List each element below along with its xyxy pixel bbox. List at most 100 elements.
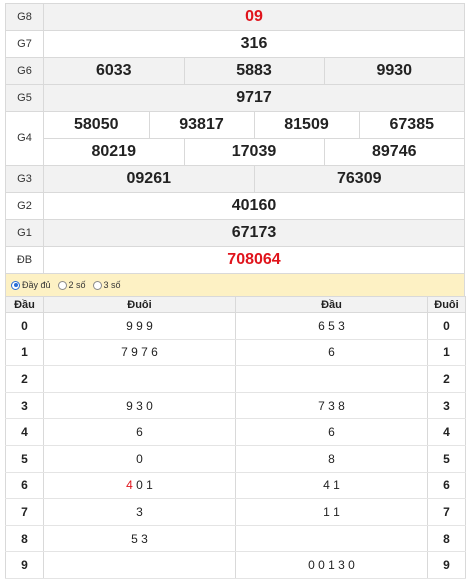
loto-tail: 9 <box>427 551 466 579</box>
header-tail: Đuôi <box>43 296 236 313</box>
prize-label: ĐB <box>5 245 44 274</box>
loto-head: 8 <box>5 524 44 553</box>
prize-label: G5 <box>5 84 44 112</box>
loto-tail-digits: 0 <box>43 444 236 473</box>
prize-value: 89746 <box>323 138 464 165</box>
prize-value: 67385 <box>358 112 464 138</box>
loto-head-digits: 7 3 8 <box>235 391 428 420</box>
loto-head-digits: 6 <box>235 418 428 446</box>
loto-header-row: Đầu Đuôi Đầu Đuôi <box>5 296 466 313</box>
loto-head-digits: 6 <box>235 338 428 367</box>
prize-value: 80219 <box>91 142 137 160</box>
radio-selected-icon[interactable] <box>11 280 20 290</box>
loto-tail-digits: 5 3 <box>43 524 236 553</box>
prize-row-g6: G6 6033 5883 9930 <box>5 57 465 85</box>
loto-head-digits: 1 1 <box>235 498 428 526</box>
loto-head: 5 <box>5 444 44 473</box>
prize-label: G2 <box>5 191 44 220</box>
loto-tail-digits: 6 <box>43 418 236 446</box>
loto-head-digits <box>235 524 428 553</box>
loto-head-digits: 6 5 3 <box>235 312 428 340</box>
prize-value: 76309 <box>253 165 464 192</box>
loto-head: 1 <box>5 338 44 367</box>
loto-tail: 7 <box>427 498 466 526</box>
prize-row-g3: G3 09261 76309 <box>5 164 465 193</box>
loto-tail: 8 <box>427 524 466 553</box>
prize-label: G1 <box>5 218 44 247</box>
prize-row-g7: G7 316 <box>5 30 465 58</box>
prize-row-g8: G8 09 <box>5 3 465 31</box>
special-prize-value: 708064 <box>43 245 465 274</box>
loto-head: 4 <box>5 418 44 446</box>
loto-tail: 2 <box>427 365 466 393</box>
loto-head: 0 <box>5 312 44 340</box>
loto-tail-digits <box>43 551 236 579</box>
option-label: 2 số <box>68 280 86 290</box>
prize-value: 6033 <box>44 58 184 84</box>
prize-value: 17039 <box>183 138 324 165</box>
option-label: Đầy đủ <box>22 280 51 290</box>
loto-tail: 3 <box>427 391 466 420</box>
loto-head-digits: 0 0 1 3 0 <box>235 551 428 579</box>
prize-value: 40160 <box>43 191 465 220</box>
loto-tail-digits: 9 9 9 <box>43 312 236 340</box>
loto-tail: 5 <box>427 444 466 473</box>
loto-tail-digits: 3 <box>43 498 236 526</box>
loto-tail-digits: 4 0 1 <box>43 471 236 500</box>
prize-label: G4 <box>5 111 44 166</box>
prize-label: G7 <box>5 30 44 58</box>
prize-value: 93817 <box>148 112 254 138</box>
option-two-digits[interactable]: 2 số <box>57 280 86 290</box>
display-options: Đầy đủ 2 số 3 số <box>5 274 465 296</box>
loto-tail: 4 <box>427 418 466 446</box>
loto-head-digits: 8 <box>235 444 428 473</box>
option-label: 3 số <box>103 280 121 290</box>
prize-row-g4: G4 58050 93817 81509 67385 80219 17039 8… <box>5 111 465 166</box>
radio-icon[interactable] <box>92 280 102 290</box>
prize-label: G6 <box>5 57 44 85</box>
loto-tail-digits: 9 3 0 <box>43 391 236 420</box>
loto-head-digits <box>235 365 428 393</box>
loto-head: 7 <box>5 498 44 526</box>
prize-row-g5: G5 9717 <box>5 84 465 112</box>
prize-value: 09261 <box>44 165 254 192</box>
header-head: Đầu <box>235 296 428 313</box>
prize-value: 81509 <box>253 112 359 138</box>
prize-value: 9930 <box>323 58 464 84</box>
digits: 0 1 <box>136 478 153 493</box>
loto-tail-digits: 7 9 7 6 <box>43 338 236 367</box>
header-tail: Đuôi <box>427 296 466 313</box>
loto-tail-digits <box>43 365 236 393</box>
loto-head: 3 <box>5 391 44 420</box>
option-full[interactable]: Đầy đủ <box>11 280 51 290</box>
prize-value: 58050 <box>74 116 119 133</box>
loto-tail: 1 <box>427 338 466 367</box>
prize-value: 09 <box>43 3 465 31</box>
prize-value: 67173 <box>43 218 465 247</box>
prize-value: 316 <box>43 30 465 58</box>
loto-head: 6 <box>5 471 44 500</box>
prize-label: G3 <box>5 164 44 193</box>
loto-head: 2 <box>5 365 44 393</box>
loto-tail: 0 <box>427 312 466 340</box>
prize-row-db: ĐB 708064 <box>5 245 465 274</box>
highlight-digit: 4 <box>126 478 133 493</box>
header-head: Đầu <box>5 296 44 313</box>
prize-value: 9717 <box>43 84 465 112</box>
prize-value: 5883 <box>183 58 324 84</box>
option-three-digits[interactable]: 3 số <box>92 280 121 290</box>
loto-head-digits: 4 1 <box>235 471 428 500</box>
prize-row-g1: G1 67173 <box>5 218 465 247</box>
radio-icon[interactable] <box>57 280 67 290</box>
prize-row-g2: G2 40160 <box>5 191 465 220</box>
